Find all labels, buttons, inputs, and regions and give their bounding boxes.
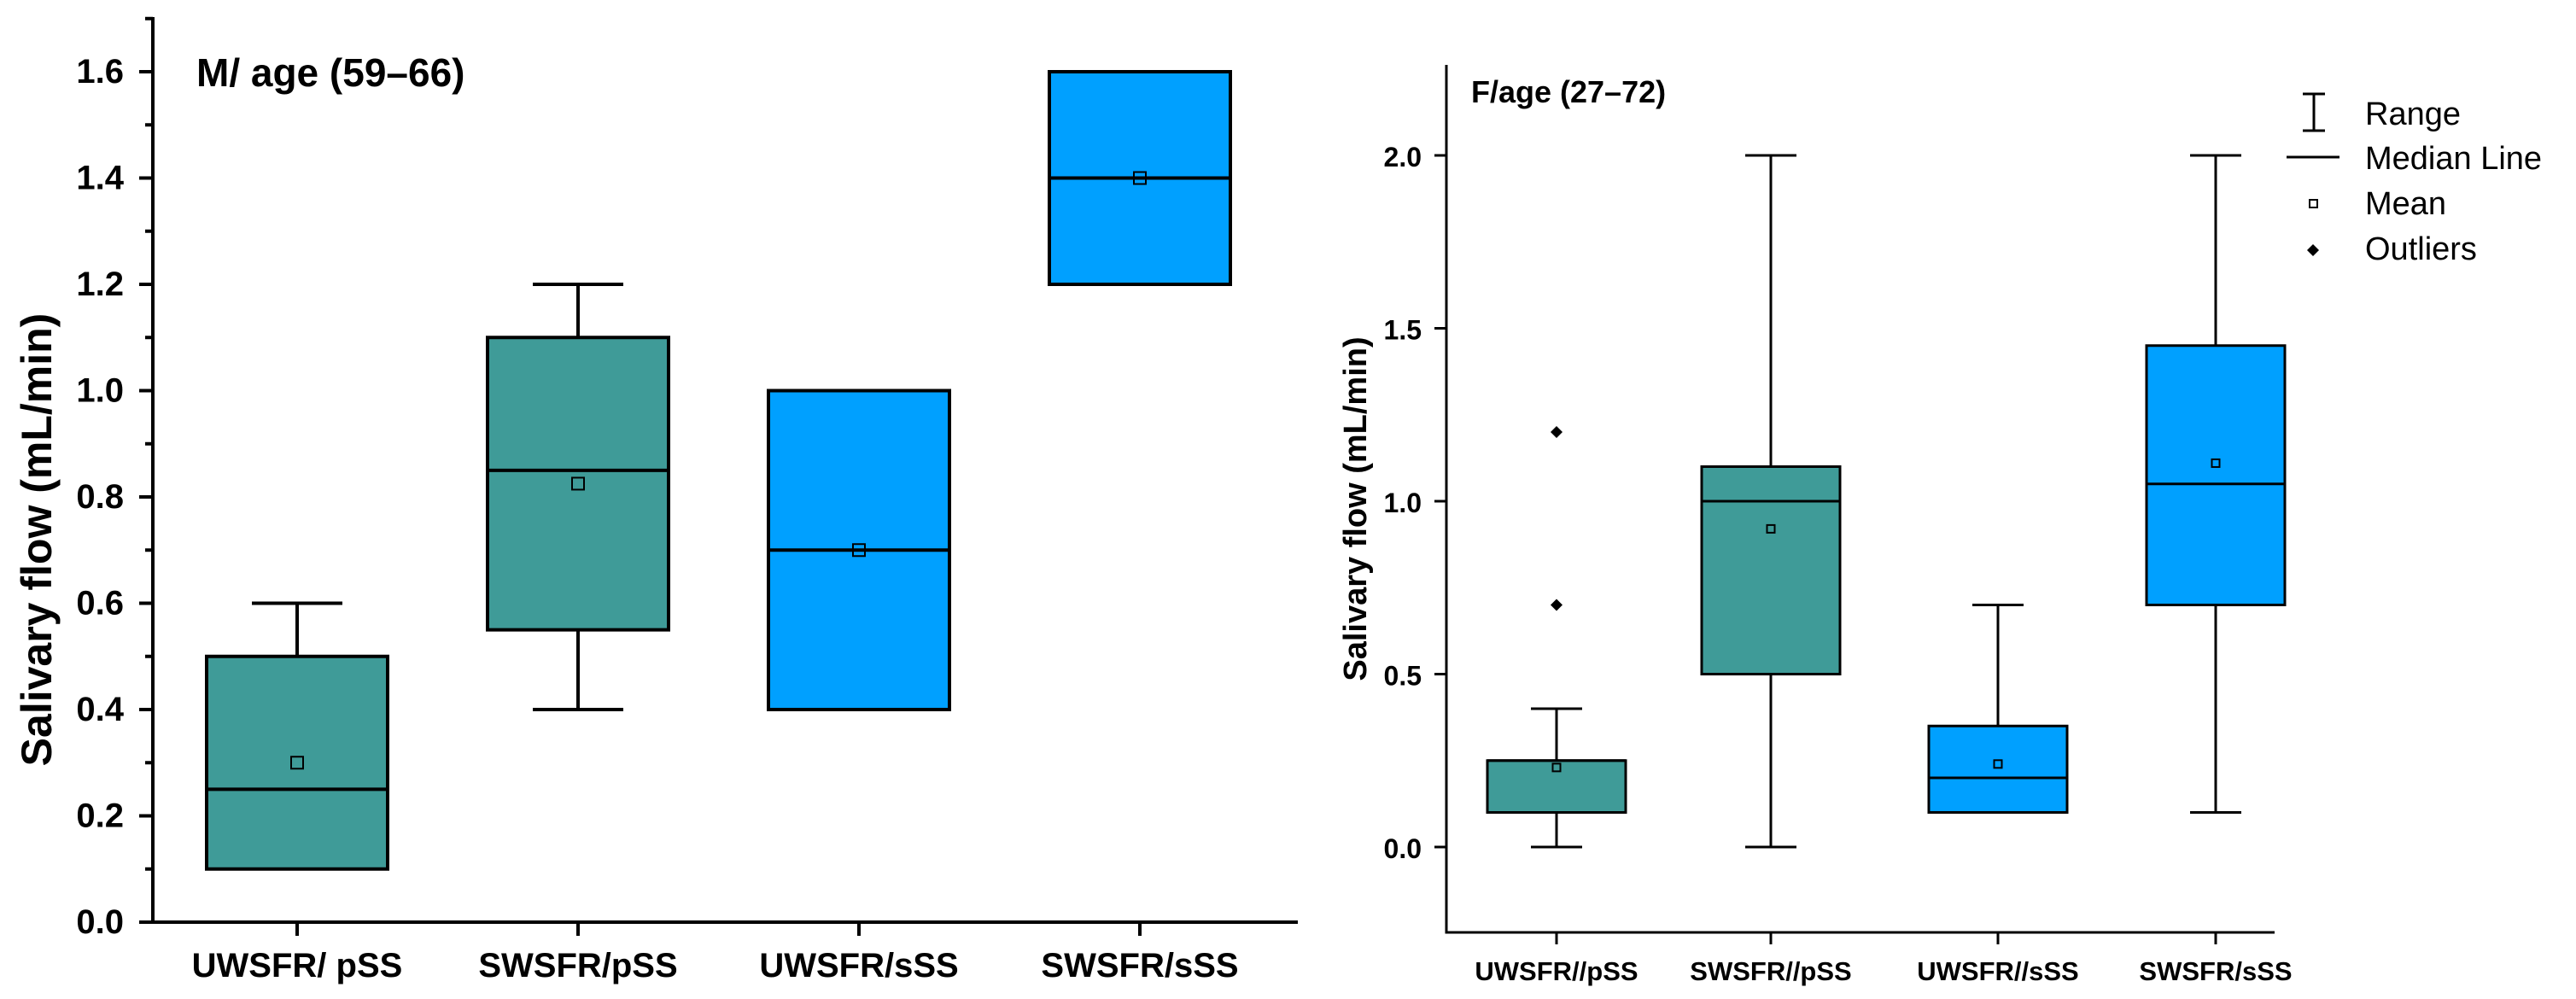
- legend-range-icon: [2303, 92, 2325, 132]
- male-y-tick-label: 0.0: [76, 903, 124, 941]
- legend-range-label: Range: [2365, 96, 2461, 132]
- female-x-tick-label: UWSFR//sSS: [1917, 956, 2078, 986]
- female-y-tick-label: 1.0: [1384, 488, 1422, 518]
- female-y-tick-label: 0.5: [1384, 661, 1422, 692]
- female-mean-marker: [2211, 458, 2221, 468]
- male-mean-marker: [290, 756, 304, 770]
- female-box: [2145, 344, 2287, 606]
- legend: Range Median Line Mean Outliers: [2287, 92, 2542, 267]
- female-y-tick-label: 1.5: [1384, 315, 1422, 346]
- female-box-group: [1486, 426, 1627, 849]
- female-box-group: [1700, 154, 1842, 849]
- male-x-tick-label: SWSFR/sSS: [1041, 947, 1238, 984]
- chart-male: M/ age (59–66) Salivary flow (mL/min) 0.…: [13, 16, 1298, 984]
- legend-mean-label: Mean: [2365, 186, 2446, 222]
- male-y-tick-label: 0.4: [76, 691, 124, 728]
- male-box-group: [1048, 70, 1232, 286]
- female-y-tick-label: 0.0: [1384, 833, 1422, 864]
- chart-title-male: M/ age (59–66): [196, 50, 464, 95]
- male-x-tick-label: UWSFR/sSS: [759, 947, 958, 984]
- male-y-tick-label: 1.0: [76, 372, 124, 410]
- male-y-tick-label: 1.4: [76, 160, 124, 197]
- y-axis-label-male: Salivary flow (mL/min): [13, 313, 61, 767]
- legend-outliers-label: Outliers: [2365, 231, 2477, 267]
- male-y-tick-label: 0.2: [76, 797, 124, 835]
- male-mean-marker: [1133, 171, 1147, 185]
- male-mean-marker: [852, 543, 866, 558]
- legend-median-line-label: Median Line: [2365, 141, 2542, 177]
- female-box: [1700, 465, 1842, 675]
- male-y-tick-label: 1.6: [76, 53, 124, 91]
- female-marks: [1486, 154, 2287, 849]
- female-x-tick-label: SWSFR/sSS: [2139, 956, 2292, 986]
- male-axes: 0.0 0.2 0.4 0.6 0.8 1.0 1.2 1.4 1.6 UWSFR/ pSS SWS…: [76, 16, 1298, 984]
- female-outlier-point: [1551, 426, 1563, 438]
- female-box: [1927, 724, 2069, 814]
- male-marks: [205, 70, 1232, 871]
- male-y-tick-label: 1.2: [76, 266, 124, 303]
- female-box: [1486, 759, 1627, 814]
- y-axis-label-female: Salivary flow (mL/min): [1338, 336, 1374, 681]
- male-mean-marker: [571, 476, 585, 491]
- chart-female: F/age (27–72) Salivary flow (mL/min) 0.0…: [1338, 65, 2293, 986]
- male-box: [486, 336, 670, 632]
- male-box-group: [486, 283, 670, 711]
- male-y-tick-label: 0.8: [76, 478, 124, 516]
- male-box-group: [205, 601, 389, 871]
- chart-title-female: F/age (27–72): [1471, 74, 1666, 109]
- male-x-tick-label: SWSFR/pSS: [478, 947, 677, 984]
- female-y-tick-label: 2.0: [1384, 142, 1422, 172]
- female-mean-marker: [1993, 759, 2003, 769]
- legend-mean-icon: [2309, 199, 2318, 208]
- legend-outliers-icon: [2307, 244, 2319, 256]
- female-box-group: [2145, 154, 2287, 814]
- female-x-tick-label: UWSFR//pSS: [1475, 956, 1638, 986]
- male-box-group: [767, 388, 951, 711]
- male-y-tick-label: 0.6: [76, 585, 124, 622]
- male-box: [205, 654, 389, 871]
- female-x-tick-label: SWSFR//pSS: [1690, 956, 1851, 986]
- female-outlier-point: [1551, 599, 1563, 611]
- female-box-group: [1927, 604, 2069, 814]
- female-mean-marker: [1551, 762, 1562, 773]
- male-x-tick-label: UWSFR/ pSS: [192, 947, 403, 984]
- female-axes: 0.0 0.5 1.0 1.5 2.0 UWSFR//pSS SWSFR//pSS UWSFR…: [1384, 65, 2293, 986]
- female-mean-marker: [1766, 523, 1776, 534]
